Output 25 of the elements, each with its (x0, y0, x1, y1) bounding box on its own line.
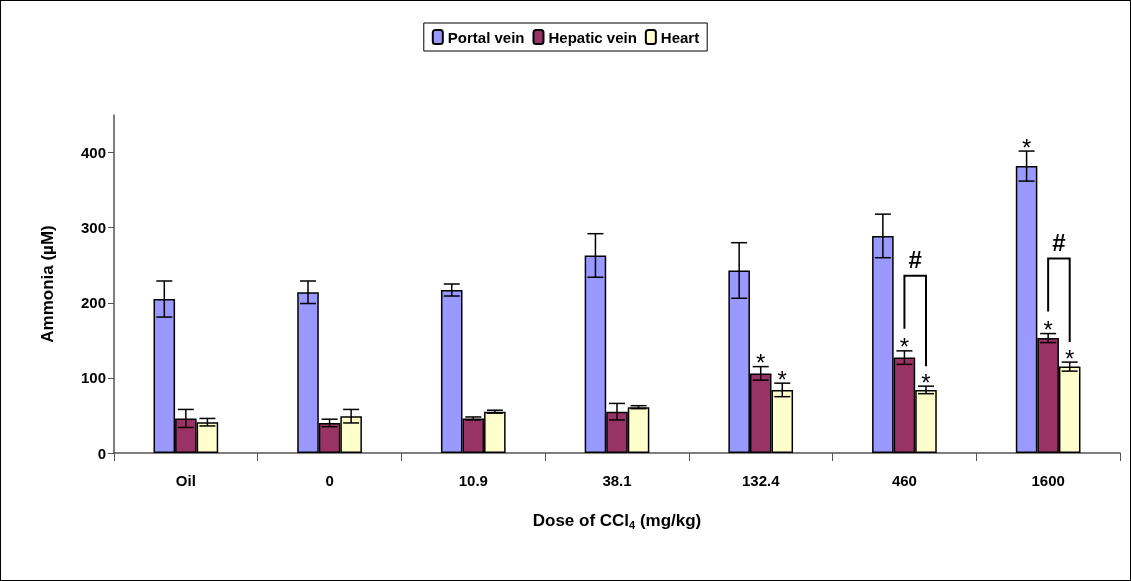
y-tick-label: 0 (97, 444, 106, 462)
x-tick-label: 38.1 (602, 472, 632, 489)
data-label: * (899, 333, 910, 361)
legend-label: Hepatic vein (548, 28, 637, 46)
x-tick-label: 1600 (1031, 472, 1065, 489)
y-axis-title: Ammonia (µM) (38, 225, 57, 343)
data-label: * (1021, 133, 1032, 161)
data-label: * (756, 349, 766, 377)
y-tick-label: 100 (80, 369, 106, 387)
x-tick-label: Oil (175, 472, 196, 489)
x-tick-label: 10.9 (458, 472, 488, 489)
data-label: * (921, 368, 931, 396)
annotation: # (908, 245, 922, 273)
data-label: * (1065, 344, 1075, 372)
y-tick-label: 300 (80, 219, 106, 237)
y-tick-label: 200 (80, 294, 106, 312)
legend-label: Heart (660, 28, 700, 46)
y-tick-label: 400 (80, 144, 106, 162)
x-tick-label: 132.4 (741, 472, 781, 489)
data-label: * (777, 365, 787, 393)
data-label: * (1043, 316, 1053, 344)
annotation: # (1052, 228, 1066, 256)
x-tick-label: 460 (891, 472, 917, 489)
x-tick-label: 0 (325, 472, 334, 489)
legend-label: Portal vein (447, 28, 525, 46)
